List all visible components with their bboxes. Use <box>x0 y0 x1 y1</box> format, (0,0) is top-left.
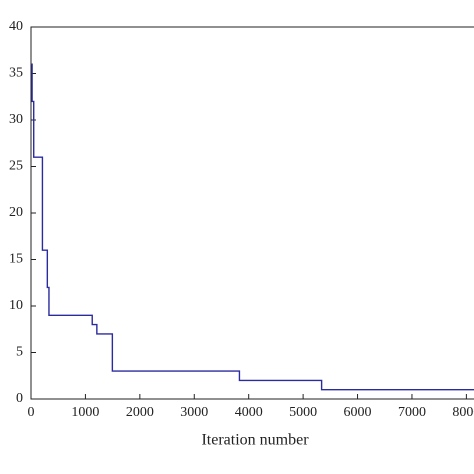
line <box>31 63 474 391</box>
x-tick-label: 4000 <box>235 405 263 420</box>
x-tick-label: 8000 <box>452 405 474 420</box>
x-axis-label: Iteration number <box>201 432 309 449</box>
y-tick-label: 25 <box>9 159 23 174</box>
x-tick-label: 6000 <box>344 405 372 420</box>
y-tick-label: 5 <box>16 345 23 360</box>
x-tick-label: 0 <box>28 405 35 420</box>
y-tick-label: 35 <box>9 66 23 81</box>
x-tick-label: 7000 <box>398 405 426 420</box>
x-tick-label: 3000 <box>180 405 208 420</box>
plot-frame <box>30 26 474 400</box>
x-tick-label: 1000 <box>71 405 99 420</box>
x-tick-label: 2000 <box>126 405 154 420</box>
y-tick-label: 40 <box>9 19 23 34</box>
y-tick-label: 30 <box>9 112 23 127</box>
y-tick-label: 15 <box>9 252 23 267</box>
x-tick-label: 5000 <box>289 405 317 420</box>
y-tick-label: 0 <box>16 391 23 406</box>
y-tick-label: 20 <box>9 205 23 220</box>
y-tick-label: 10 <box>9 298 23 313</box>
